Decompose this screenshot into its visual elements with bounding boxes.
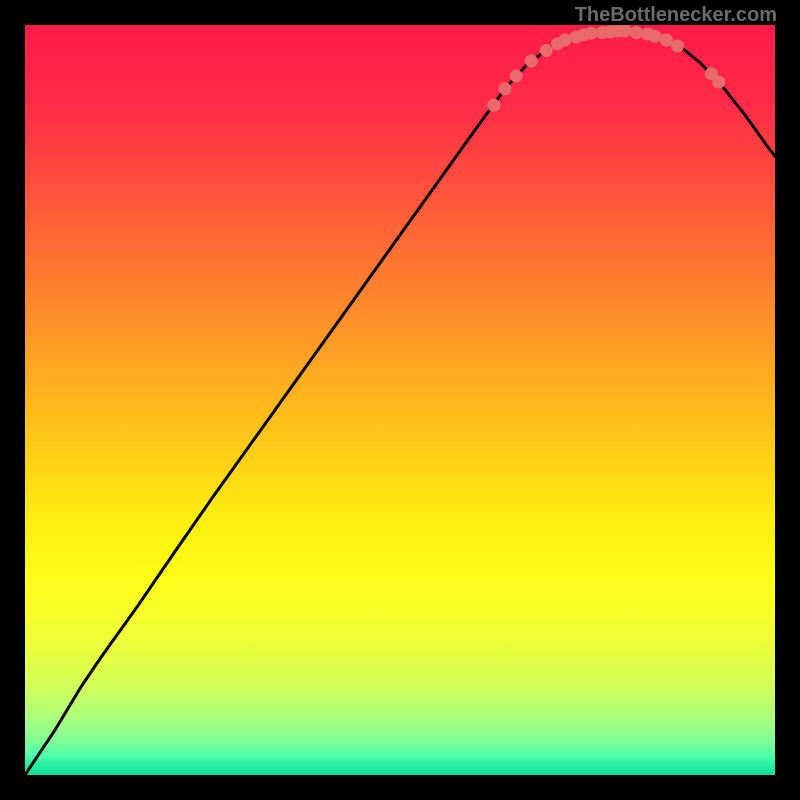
data-marker [487,99,500,112]
data-marker [499,82,512,95]
data-marker [649,30,662,43]
chart-svg [25,25,775,775]
plot-area [25,25,775,775]
data-marker [660,34,673,47]
chart-background [25,25,775,775]
data-marker [540,44,553,57]
data-marker [712,76,725,89]
data-marker [671,40,684,53]
data-marker [525,55,538,68]
data-marker [559,34,572,47]
watermark-text: TheBottlenecker.com [575,4,777,27]
data-marker [630,26,643,39]
data-marker [619,25,632,38]
data-marker [585,27,598,40]
data-marker [510,70,523,83]
chart-container: TheBottlenecker.com [0,0,800,800]
